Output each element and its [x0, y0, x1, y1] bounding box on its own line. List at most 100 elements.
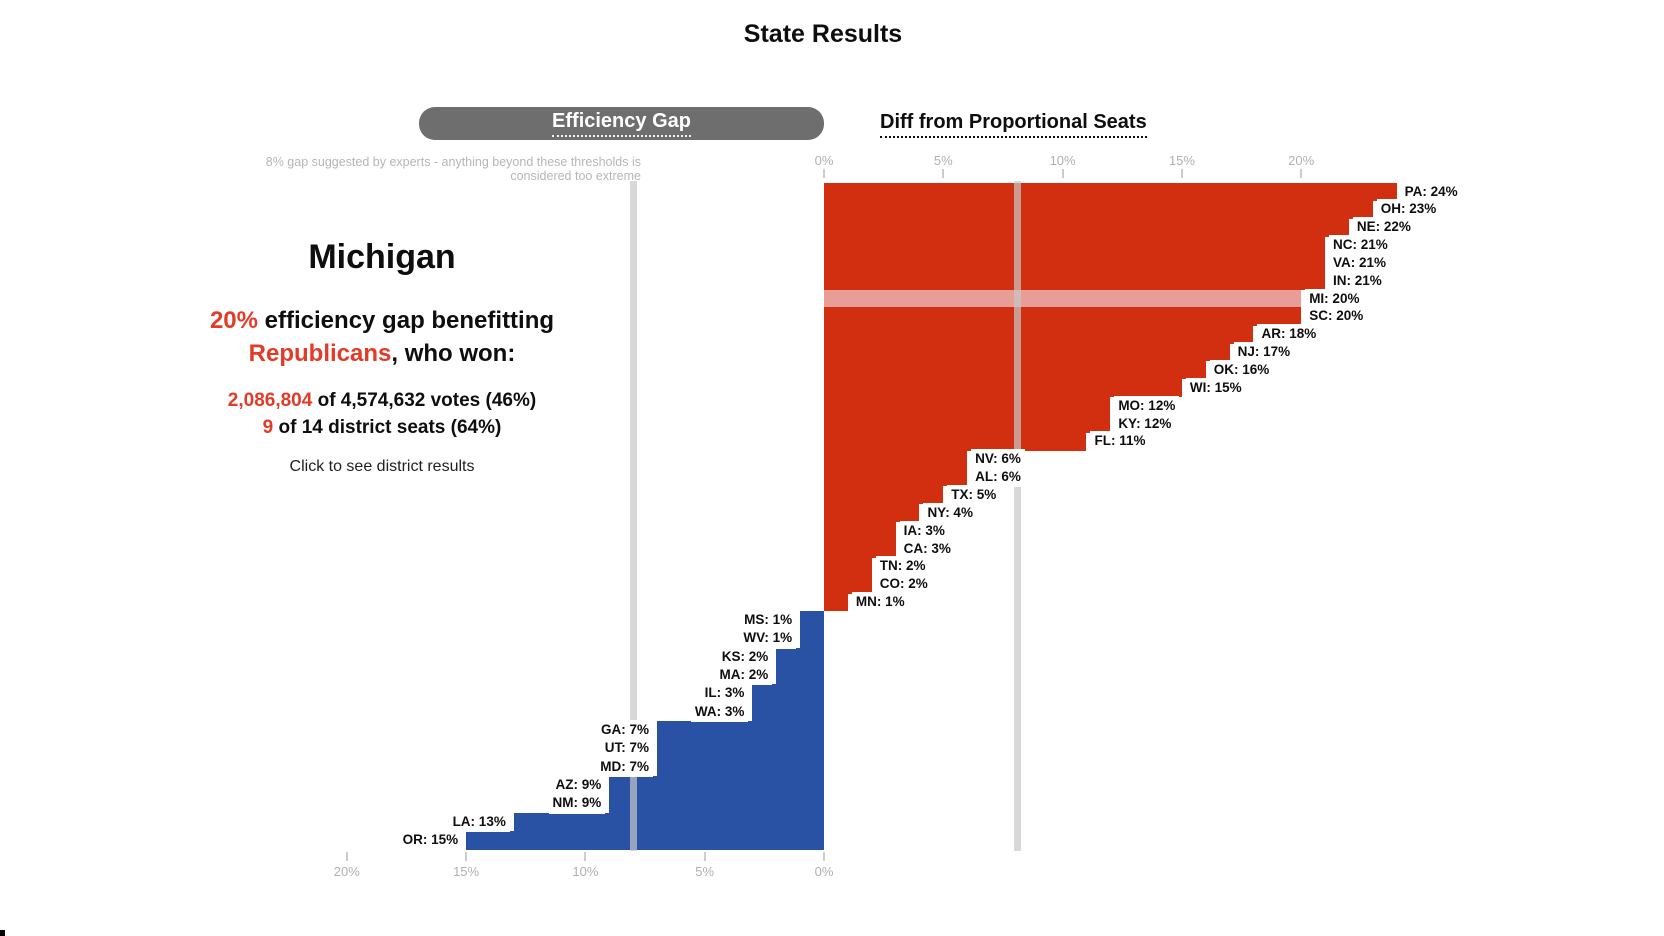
state-bar-AR[interactable] [824, 325, 1254, 344]
state-bar-label-UT[interactable]: UT: 7% [600, 738, 653, 759]
state-bar-label-NC[interactable]: NC: 21% [1329, 235, 1392, 255]
state-bar-NY[interactable] [824, 503, 920, 523]
state-bar-IN[interactable] [824, 271, 1326, 291]
threshold-line-democrat [629, 181, 637, 851]
axis-bottom-tick-label: 5% [695, 864, 715, 879]
axis-top-tick-mark [1300, 169, 1303, 178]
threshold-note: 8% gap suggested by experts - anything b… [266, 155, 641, 183]
votes-won-value: 2,086,804 [227, 390, 313, 411]
state-bar-label-AR[interactable]: AR: 18% [1257, 324, 1321, 345]
axis-top-tick-mark [1180, 169, 1183, 178]
axis-bottom-tick-mark [703, 852, 706, 861]
state-bar-label-CO[interactable]: CO: 2% [875, 574, 932, 595]
state-bar-MO[interactable] [824, 396, 1111, 416]
axis-bottom-tick-mark [465, 852, 468, 861]
state-bar-label-SC[interactable]: SC: 20% [1305, 306, 1368, 327]
state-bar-NE[interactable] [824, 218, 1349, 237]
state-bar-label-PA[interactable]: PA: 24% [1400, 181, 1462, 202]
state-bar-SC[interactable] [824, 307, 1302, 326]
state-bar-label-WI[interactable]: WI: 15% [1185, 377, 1246, 398]
state-bar-KY[interactable] [824, 414, 1111, 433]
state-bar-label-MN[interactable]: MN: 1% [851, 592, 909, 612]
state-bar-label-TX[interactable]: TX: 5% [947, 484, 1001, 505]
state-bar-label-IA[interactable]: IA: 3% [899, 520, 949, 541]
diff-proportional-seats-tab[interactable]: Diff from Proportional Seats [880, 111, 1147, 138]
seats-total-text: of 14 district seats (64%) [273, 417, 502, 438]
state-bar-label-OK[interactable]: OK: 16% [1209, 360, 1274, 380]
state-bar-AL[interactable] [824, 468, 968, 487]
state-bar-MA[interactable] [776, 665, 824, 685]
state-bar-NV[interactable] [824, 450, 968, 469]
axis-top-tick-label: 0% [814, 153, 834, 168]
state-bar-TN[interactable] [824, 557, 872, 576]
state-bar-WA[interactable] [752, 702, 824, 722]
threshold-line-republican [1013, 181, 1021, 851]
state-bar-OH[interactable] [824, 200, 1373, 219]
state-bar-label-WA[interactable]: WA: 3% [690, 701, 749, 722]
state-bar-IA[interactable] [824, 521, 896, 540]
state-bar-NM[interactable] [609, 794, 824, 814]
state-bar-label-NV[interactable]: NV: 6% [971, 449, 1025, 470]
state-bar-label-AL[interactable]: AL: 6% [971, 467, 1025, 487]
state-bar-label-KY[interactable]: KY: 12% [1114, 413, 1176, 434]
state-bar-CO[interactable] [824, 575, 872, 594]
state-bar-CA[interactable] [824, 539, 896, 558]
axis-bottom-tick-label: 0% [814, 864, 834, 879]
state-bar-NC[interactable] [824, 236, 1326, 255]
state-bar-AZ[interactable] [609, 776, 824, 795]
axis-top-tick-mark [1061, 169, 1064, 178]
state-bar-WV[interactable] [800, 629, 824, 649]
state-bar-label-MA[interactable]: MA: 2% [715, 664, 773, 686]
state-bar-KS[interactable] [776, 647, 824, 667]
state-bar-label-TN[interactable]: TN: 2% [875, 556, 930, 577]
state-bar-label-FL[interactable]: FL: 11% [1090, 431, 1150, 452]
threshold-note-line1: 8% gap suggested by experts - anything b… [265, 155, 641, 169]
votes-total-text: of 4,574,632 votes (46%) [312, 390, 537, 411]
axis-bottom-tick-mark [345, 852, 348, 861]
state-bar-label-MO[interactable]: MO: 12% [1114, 395, 1180, 416]
state-bar-UT[interactable] [656, 739, 824, 759]
state-bar-label-WV[interactable]: WV: 1% [739, 628, 797, 649]
selected-state-name: Michigan [308, 238, 456, 276]
state-bar-label-AZ[interactable]: AZ: 9% [551, 775, 606, 796]
state-bar-VA[interactable] [824, 253, 1326, 273]
state-bar-NJ[interactable] [824, 343, 1230, 362]
gap-percent-value: 20% [209, 307, 258, 334]
state-bar-label-OR[interactable]: OR: 15% [398, 830, 463, 851]
state-bar-LA[interactable] [513, 812, 824, 832]
state-bar-MD[interactable] [656, 757, 824, 777]
axis-bottom-tick-mark [823, 852, 825, 861]
state-bar-label-GA[interactable]: GA: 7% [596, 720, 653, 741]
axis-top-tick-label: 10% [1049, 153, 1076, 168]
state-bar-label-OH[interactable]: OH: 23% [1376, 199, 1441, 220]
state-bar-MI[interactable] [824, 289, 1302, 308]
state-bar-label-NE[interactable]: NE: 22% [1352, 217, 1415, 238]
state-bar-PA[interactable] [824, 182, 1397, 201]
axis-top-tick-label: 5% [933, 153, 953, 168]
state-bar-label-KS[interactable]: KS: 2% [717, 646, 773, 667]
state-bar-label-NM[interactable]: NM: 9% [548, 793, 606, 814]
state-bar-label-CA[interactable]: CA: 3% [899, 538, 955, 559]
state-bar-FL[interactable] [824, 432, 1087, 451]
state-bar-label-IL[interactable]: IL: 3% [700, 683, 749, 704]
state-bar-label-NJ[interactable]: NJ: 17% [1233, 342, 1295, 362]
state-bar-label-VA[interactable]: VA: 21% [1329, 252, 1391, 273]
corner-artifact [0, 930, 5, 936]
state-bar-label-IN[interactable]: IN: 21% [1329, 270, 1386, 291]
state-bar-TX[interactable] [824, 485, 944, 505]
state-bar-IL[interactable] [752, 684, 824, 704]
win-stats: 2,086,804 of 4,574,632 votes (46%) 9 of 1… [182, 387, 582, 441]
state-bar-label-MS[interactable]: MS: 1% [740, 609, 797, 631]
efficiency-gap-tab[interactable]: Efficiency Gap [419, 107, 824, 140]
state-bar-label-LA[interactable]: LA: 13% [448, 811, 510, 833]
state-bar-OR[interactable] [466, 831, 824, 850]
state-bar-WI[interactable] [824, 378, 1182, 398]
state-bar-label-MD[interactable]: MD: 7% [596, 756, 653, 778]
state-bar-GA[interactable] [656, 721, 824, 740]
benefitting-party: Republicans [248, 340, 392, 367]
state-bar-label-NY[interactable]: NY: 4% [923, 502, 977, 523]
state-bar-label-MI[interactable]: MI: 20% [1305, 288, 1364, 309]
state-bar-MS[interactable] [800, 610, 824, 630]
efficiency-gap-tab-label: Efficiency Gap [552, 110, 691, 137]
state-bar-MN[interactable] [824, 593, 848, 612]
